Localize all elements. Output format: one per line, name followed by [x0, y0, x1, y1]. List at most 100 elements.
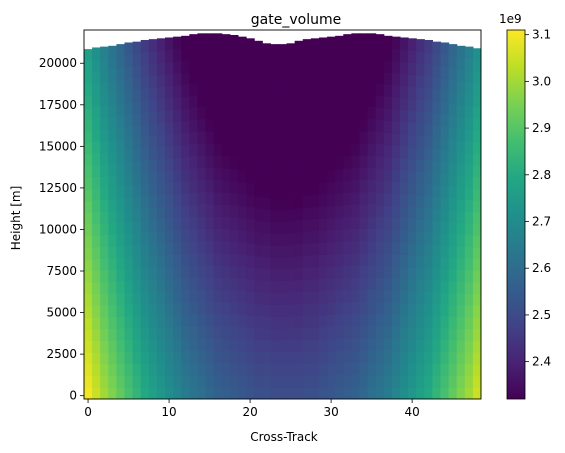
heatmap-cell: [456, 175, 466, 188]
heatmap-cell: [327, 48, 336, 62]
heatmap-cell: [302, 231, 312, 244]
heatmap-cell: [124, 256, 134, 269]
heatmap-cell: [408, 134, 417, 148]
heatmap-cell: [375, 192, 385, 206]
heatmap-cell: [132, 196, 142, 209]
heatmap-cell: [181, 132, 190, 146]
heatmap-cell: [100, 140, 109, 153]
heatmap-cell: [197, 191, 207, 205]
heatmap-cell: [375, 204, 385, 218]
heatmap-cell: [213, 386, 223, 399]
heatmap-cell: [375, 301, 385, 315]
heatmap-cell: [221, 326, 231, 339]
heatmap-cell: [456, 69, 466, 82]
heatmap-cell: [237, 241, 247, 255]
heatmap-cell: [310, 38, 320, 51]
heatmap-cell: [335, 205, 344, 219]
heatmap-cell: [140, 147, 150, 161]
heatmap-cell: [359, 130, 369, 144]
heatmap-cell: [318, 230, 328, 243]
heatmap-cell: [318, 326, 328, 340]
heatmap-cell: [278, 221, 288, 234]
heatmap-cell: [472, 188, 481, 201]
heatmap-cell: [124, 149, 134, 162]
heatmap-cell: [237, 97, 247, 110]
heatmap-cell: [148, 147, 158, 160]
heatmap-cell: [464, 46, 474, 59]
heatmap-cell: [294, 279, 304, 293]
heatmap-cell: [124, 90, 134, 103]
heatmap-cell: [92, 117, 101, 131]
heatmap-cell: [213, 338, 223, 351]
chart-title: gate_volume: [251, 12, 341, 28]
heatmap-cell: [246, 98, 255, 112]
heatmap-cell: [278, 351, 288, 365]
heatmap-cell: [270, 280, 280, 294]
heatmap-cell: [464, 281, 474, 294]
heatmap-cell: [343, 155, 352, 169]
heatmap-cell: [100, 305, 109, 318]
heatmap-cell: [189, 155, 199, 169]
heatmap-cell: [116, 91, 126, 104]
heatmap-cell: [456, 245, 466, 259]
heatmap-cell: [351, 313, 361, 327]
heatmap-cell: [375, 46, 385, 60]
heatmap-cell: [181, 302, 190, 315]
heatmap-cell: [173, 133, 182, 146]
heatmap-cell: [310, 374, 320, 388]
heatmap-cell: [100, 93, 109, 106]
y-tick-label: 15000: [39, 139, 77, 153]
heatmap-cell: [100, 117, 109, 130]
heatmap-cell: [367, 228, 377, 242]
heatmap-cell: [270, 150, 280, 164]
heatmap-cell: [262, 102, 271, 116]
heatmap-cell: [148, 363, 158, 376]
heatmap-cell: [424, 255, 433, 268]
heatmap-cell: [156, 146, 166, 160]
heatmap-cell: [262, 67, 271, 80]
heatmap-cell: [148, 219, 158, 232]
heatmap-cell: [189, 204, 199, 218]
heatmap-cell: [310, 254, 320, 268]
heatmap-cell: [367, 33, 377, 47]
heatmap-cell: [148, 339, 158, 352]
heatmap-cell: [92, 223, 101, 236]
heatmap-cell: [100, 81, 109, 95]
heatmap-cell: [270, 316, 280, 329]
heatmap-cell: [100, 328, 109, 341]
heatmap-cell: [408, 278, 417, 292]
heatmap-cell: [335, 314, 344, 327]
heatmap-cell: [408, 218, 417, 232]
heatmap-cell: [286, 244, 296, 258]
heatmap-cell: [359, 362, 369, 376]
heatmap-cell: [124, 42, 134, 55]
heatmap-cell: [173, 326, 182, 340]
heatmap-cell: [367, 289, 377, 303]
heatmap-cell: [448, 280, 458, 294]
colorbar-tick-label: 2.8: [532, 168, 551, 182]
heatmap-cell: [318, 218, 328, 231]
heatmap-cell: [108, 293, 118, 306]
heatmap-cell: [391, 48, 401, 62]
heatmap-cell: [205, 228, 215, 242]
heatmap-cell: [84, 72, 93, 85]
heatmap-cell: [84, 235, 93, 248]
heatmap-cell: [221, 167, 231, 181]
heatmap-cell: [156, 38, 166, 51]
heatmap-cell: [359, 57, 369, 71]
heatmap-cell: [399, 362, 409, 376]
heatmap-cell: [270, 44, 280, 57]
heatmap-cell: [262, 292, 271, 305]
heatmap-cell: [132, 101, 142, 114]
heatmap-cell: [391, 205, 401, 219]
heatmap-cell: [213, 191, 223, 205]
heatmap-cell: [351, 350, 361, 364]
heatmap-cell: [359, 252, 369, 266]
colorbar-tick-label: 2.5: [532, 308, 551, 322]
heatmap-cell: [448, 138, 458, 152]
heatmap-cell: [108, 45, 118, 59]
heatmap-cell: [318, 314, 328, 328]
heatmap-cell: [92, 281, 101, 295]
heatmap-cell: [132, 303, 142, 317]
heatmap-cell: [229, 132, 239, 145]
